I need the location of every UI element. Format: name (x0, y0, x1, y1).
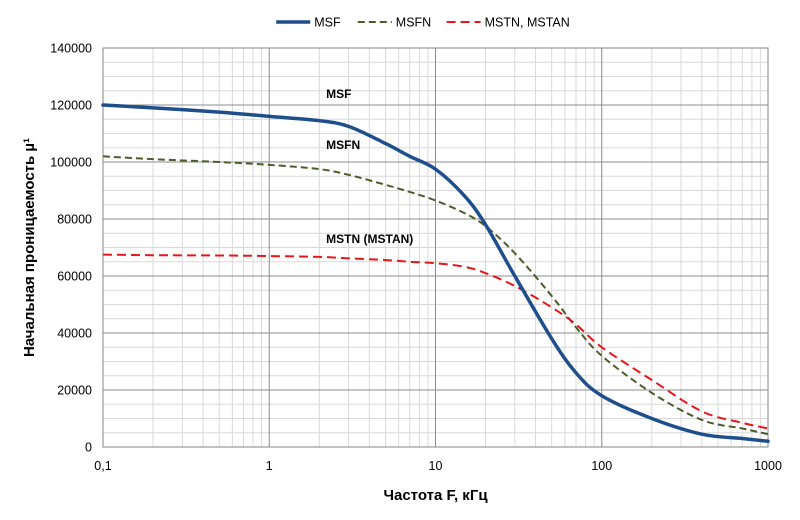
y-tick-label: 140000 (50, 42, 92, 56)
legend-label: MSFN (396, 16, 431, 30)
x-tick-label: 100 (591, 459, 612, 473)
y-tick-labels: 0 20000 40000 60000 80000 100000 120000 140000 (50, 42, 92, 455)
y-axis-title: Начальная проницаемость µ¹ (21, 138, 38, 357)
x-tick-label: 10 (429, 459, 443, 473)
x-tick-label: 1 (266, 459, 273, 473)
series-layer (101, 103, 770, 444)
annotations: MSF MSFN MSTN (MSTAN) (326, 87, 413, 246)
series-line-msf (101, 103, 770, 444)
y-tick-label: 40000 (57, 327, 92, 341)
y-tick-label: 100000 (50, 156, 92, 170)
series-annotation: MSFN (326, 138, 360, 152)
y-tick-label: 60000 (57, 270, 92, 284)
x-tick-label: 0,1 (94, 459, 111, 473)
legend-label: MSF (314, 16, 341, 30)
series-line-msfn (102, 155, 769, 436)
x-tick-label: 1000 (754, 459, 782, 473)
y-tick-label: 0 (85, 441, 92, 455)
x-axis-title: Частота F, кГц (383, 487, 488, 504)
legend: MSF MSFN MSTN, MSTAN (276, 16, 570, 30)
series-annotation: MSF (326, 87, 351, 101)
x-tick-labels: 0,1 1 10 100 1000 (94, 459, 782, 473)
legend-label: MSTN, MSTAN (485, 16, 570, 30)
series-annotation: MSTN (MSTAN) (326, 232, 413, 246)
y-tick-label: 120000 (50, 99, 92, 113)
y-tick-label: 20000 (57, 384, 92, 398)
y-tick-label: 80000 (57, 213, 92, 227)
series-line-mstn-mstan (102, 253, 769, 430)
plot-area-frame (102, 47, 769, 448)
